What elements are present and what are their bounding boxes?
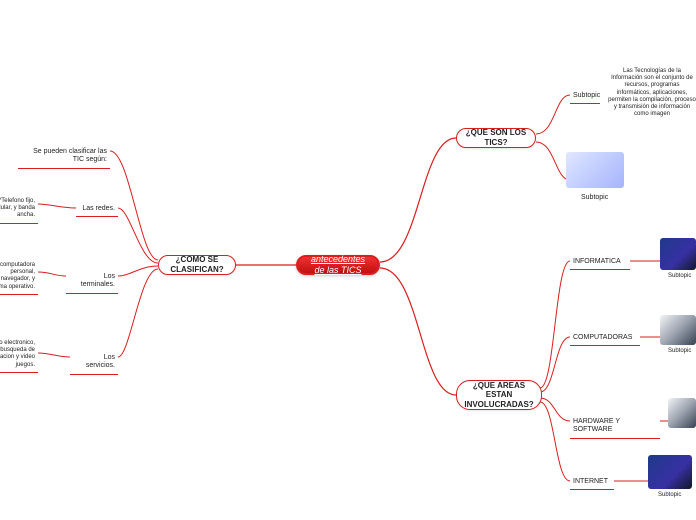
leaf-que-son-sub2[interactable]: Subtopic [578, 192, 608, 205]
branch-como-clasif[interactable]: ¿COMO SE CLASIFICAN? [158, 255, 236, 275]
central-node[interactable]: antecedentes de las TICS [296, 255, 380, 275]
leaf-servicios[interactable]: Los servicios. [70, 352, 118, 375]
sub-terminales: computadora personal, navegador, y siste… [0, 260, 38, 295]
leaf-intro-clasif[interactable]: Se pueden clasificar las TIC según: [18, 146, 110, 169]
image-hw-sw [668, 398, 696, 428]
image-que-son [566, 152, 624, 188]
image-internet [648, 455, 692, 489]
leaf-informatica[interactable]: INFORMATICA [570, 256, 630, 270]
leaf-que-son-sub1[interactable]: Subtopic [570, 90, 600, 104]
sub-servicios: *Correo electronico, busqueda de informa… [0, 338, 38, 373]
leaf-computadoras[interactable]: COMPUTADORAS [570, 332, 640, 346]
leaf-hw-sw[interactable]: HARDWARE Y SOFTWARE [570, 416, 660, 439]
leaf-redes[interactable]: Las redes. [76, 203, 118, 217]
sub-internet: Subtopic [658, 492, 681, 498]
image-informatica [660, 238, 696, 270]
branch-que-areas[interactable]: ¿QUE AREAS ESTAN INVOLUCRADAS? [456, 380, 542, 410]
desc-que-son: Las Tecnologías de la Información son el… [608, 68, 696, 118]
leaf-internet[interactable]: INTERNET [570, 476, 614, 490]
branch-que-son[interactable]: ¿QUE SON LOS TICS? [456, 128, 536, 148]
leaf-terminales[interactable]: Los terminales. [66, 271, 118, 294]
sub-computadoras: Subtopic [668, 348, 691, 354]
sub-informatica: Subtopic [668, 273, 691, 279]
image-computadoras [660, 315, 696, 345]
sub-redes: *Telefono fijo, celular, y banda ancha. [0, 196, 38, 224]
